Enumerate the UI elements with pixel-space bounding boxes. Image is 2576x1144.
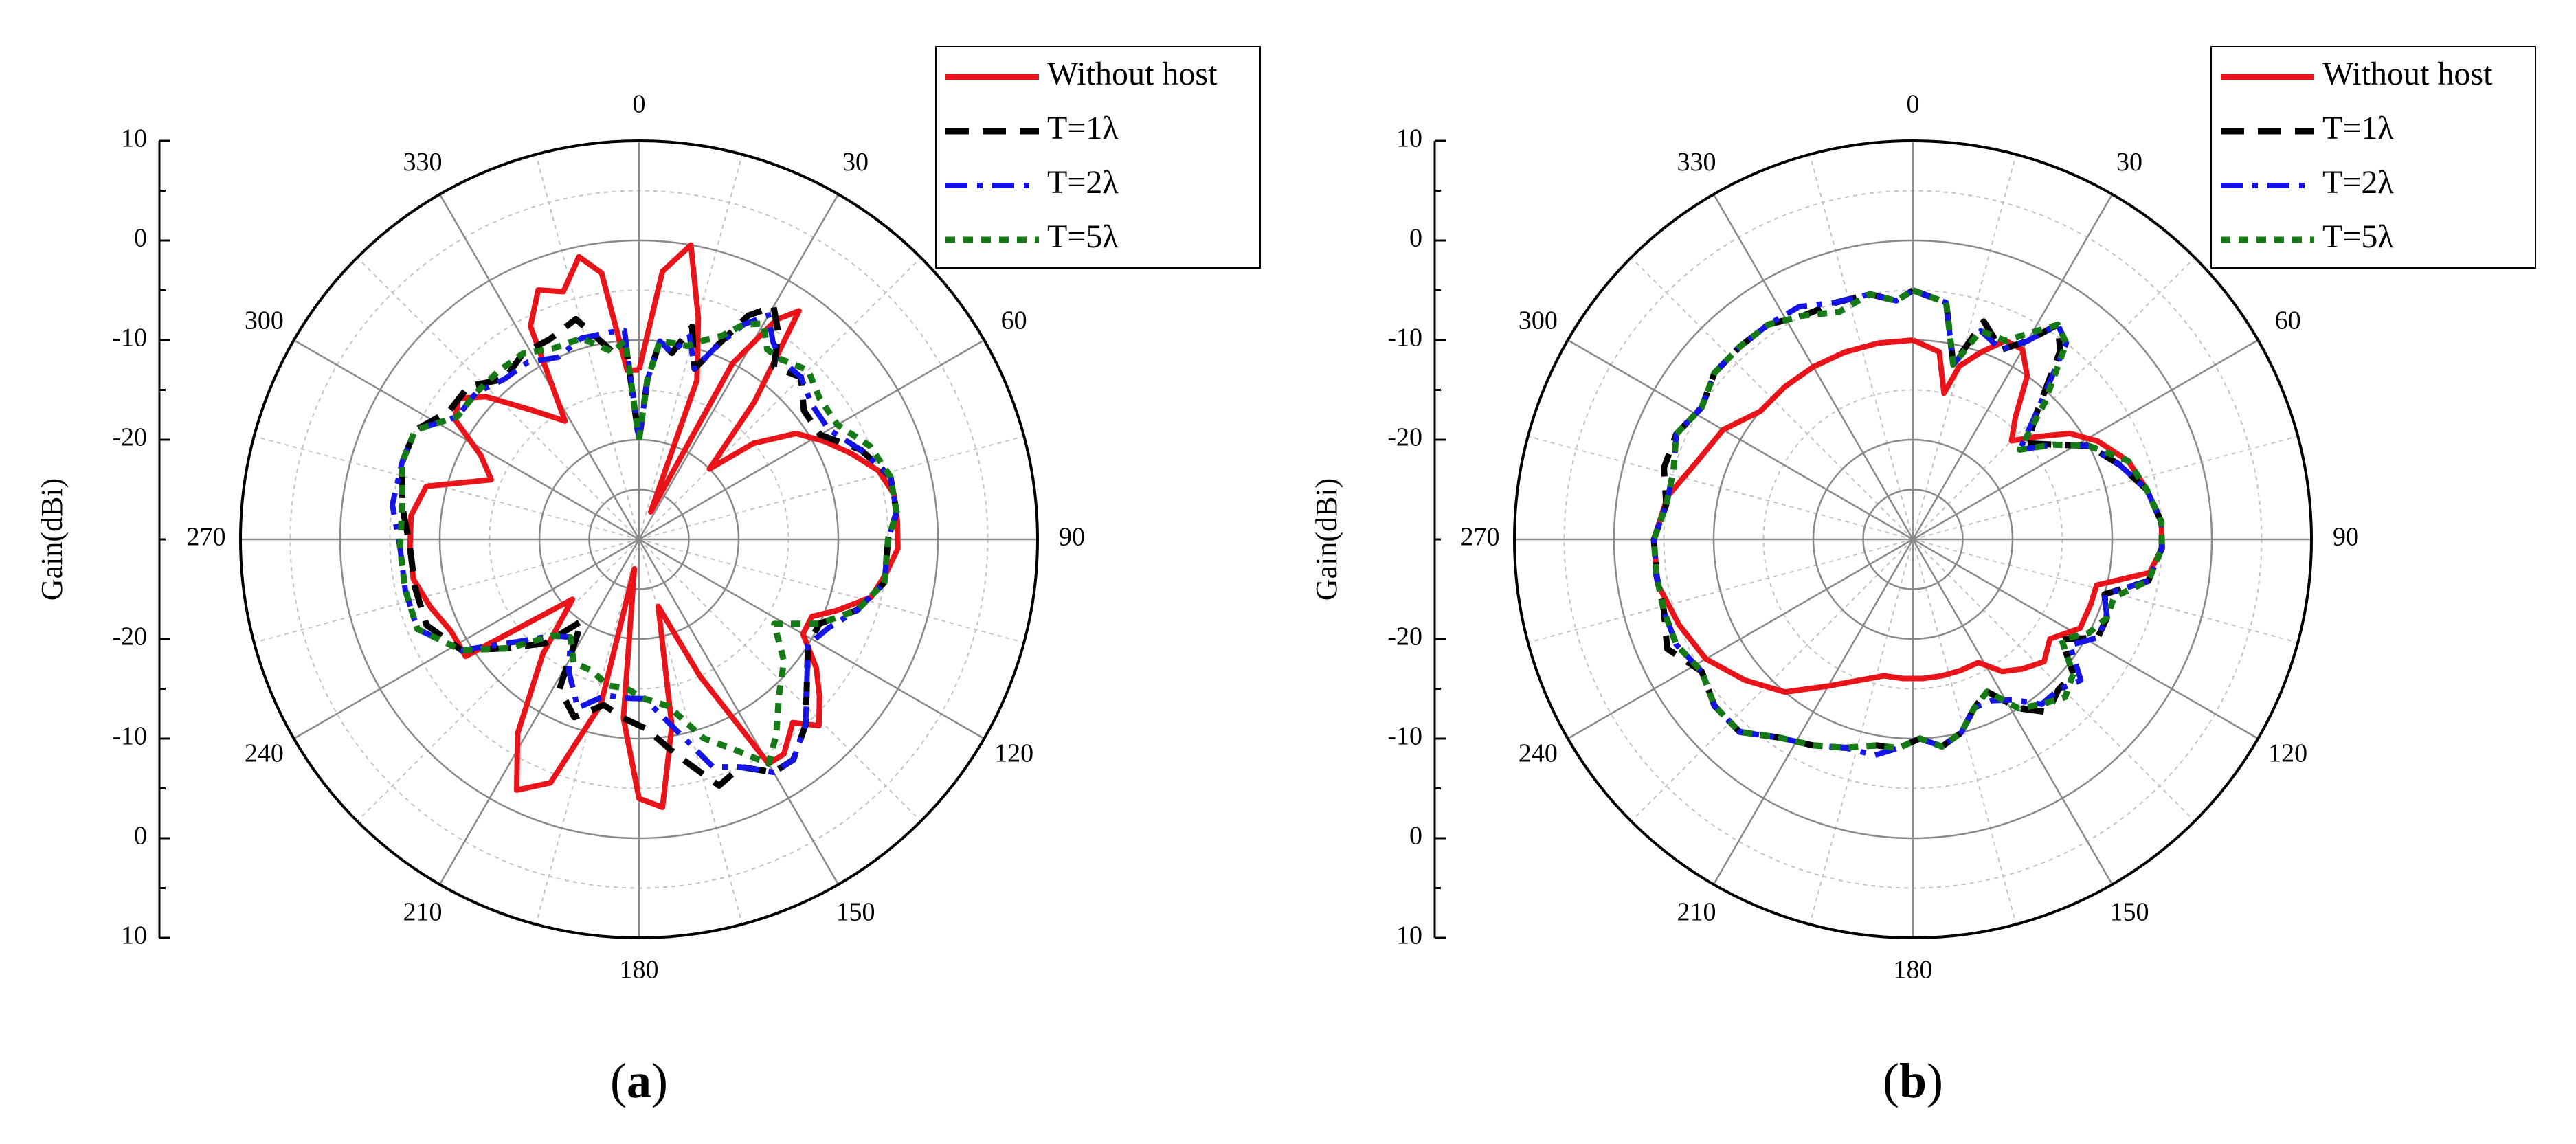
angle-tick-label: 90 [2333, 523, 2359, 552]
legend-label: T=5λ [1047, 218, 1119, 255]
series-line-dashdot [1651, 287, 2165, 759]
angle-tick-label: 150 [836, 897, 875, 926]
angle-tick-label: 120 [994, 739, 1033, 768]
series-line-solid [407, 242, 901, 810]
radial-tick-label: -10 [112, 324, 147, 352]
major-grid-spoke [1712, 539, 1914, 885]
angle-tick-label: 120 [2268, 739, 2307, 768]
radial-tick-label: 0 [1409, 822, 1422, 851]
legend-box [2210, 46, 2536, 269]
major-grid-spoke [438, 539, 640, 885]
inner-circle [588, 489, 690, 590]
legend-label: T=1λ [1047, 110, 1119, 146]
series-line-solid [1651, 337, 2165, 695]
major-grid-spoke [438, 194, 640, 540]
major-grid-spoke [1912, 194, 2114, 540]
angle-tick-label: 300 [1519, 306, 1558, 335]
radial-tick-label: -20 [1387, 423, 1422, 452]
series-line-dot [1650, 287, 2165, 752]
legend-label: T=1λ [2322, 110, 2394, 146]
angle-tick-label: 330 [403, 148, 443, 177]
radial-tick-label: -10 [1387, 324, 1422, 352]
radial-tick-label: -20 [112, 623, 147, 651]
panel-caption: (a) [610, 1053, 668, 1108]
legend-label: Without host [2322, 56, 2493, 92]
radial-tick-label: 10 [1396, 124, 1422, 153]
major-grid-spoke [1912, 539, 2114, 885]
legend-label: T=2λ [1047, 164, 1119, 201]
radial-tick-label: 0 [134, 822, 147, 851]
inner-circle [1862, 489, 1964, 590]
angle-tick-label: 210 [1677, 897, 1716, 926]
angle-tick-label: 240 [245, 739, 284, 768]
angle-tick-label: 240 [1519, 739, 1558, 768]
major-grid-spoke [293, 538, 640, 740]
angle-tick-label: 180 [1894, 956, 1933, 985]
angle-tick-label: 30 [2116, 148, 2142, 177]
angle-tick-label: 270 [187, 523, 226, 552]
radial-tick-label: 10 [121, 921, 147, 950]
radial-tick-label: -20 [112, 423, 147, 452]
angle-tick-label: 0 [1907, 90, 1920, 119]
outer-circle [1513, 139, 2313, 939]
radial-tick-label: -10 [1387, 722, 1422, 751]
major-grid-spoke [638, 539, 840, 885]
outer-circle [239, 139, 1039, 939]
legend: Without host T=1λ T=2λ T=5λ [935, 46, 1261, 269]
y-axis-label: Gain(dBi) [35, 478, 69, 601]
y-axis-label: Gain(dBi) [1310, 478, 1343, 601]
series-line-dashdot [390, 312, 899, 775]
major-grid-spoke [1567, 538, 1914, 740]
radial-tick-label: 0 [1409, 224, 1422, 253]
angle-tick-label: 270 [1461, 523, 1500, 552]
angle-tick-label: 60 [1001, 306, 1027, 335]
legend-label: T=5λ [2322, 218, 2394, 255]
angle-tick-label: 300 [245, 306, 284, 335]
panel-b: 0 30 60 90 120 150 180 210 240 270 300 330 10 0 -10 -20… [1310, 46, 2536, 1108]
angle-tick-label: 0 [633, 90, 646, 119]
major-grid-spoke [638, 538, 985, 740]
legend-label: Without host [1047, 56, 1218, 92]
legend-label: T=2λ [2322, 164, 2394, 201]
radial-tick-label: 10 [1396, 921, 1422, 950]
angle-tick-label: 60 [2275, 306, 2301, 335]
angle-tick-label: 180 [620, 956, 659, 985]
angle-tick-label: 30 [842, 148, 869, 177]
angle-tick-label: 210 [403, 897, 443, 926]
angle-tick-label: 90 [1059, 523, 1085, 552]
major-grid-spoke [1567, 339, 1914, 541]
legend: Without host T=1λ T=2λ T=5λ [2210, 46, 2536, 269]
panel-caption: (b) [1883, 1053, 1943, 1108]
panel-a: 0 30 60 90 120 150 180 210 240 270 300 330 10 0 -10 -20… [35, 46, 1261, 1108]
radial-tick-label: 0 [134, 224, 147, 253]
radial-tick-label: -20 [1387, 623, 1422, 651]
major-grid-spoke [638, 194, 840, 540]
angle-tick-label: 150 [2110, 897, 2149, 926]
legend-box [935, 46, 1261, 269]
angle-tick-label: 330 [1677, 148, 1716, 177]
radial-tick-label: -10 [112, 722, 147, 751]
radial-tick-label: 10 [121, 124, 147, 153]
